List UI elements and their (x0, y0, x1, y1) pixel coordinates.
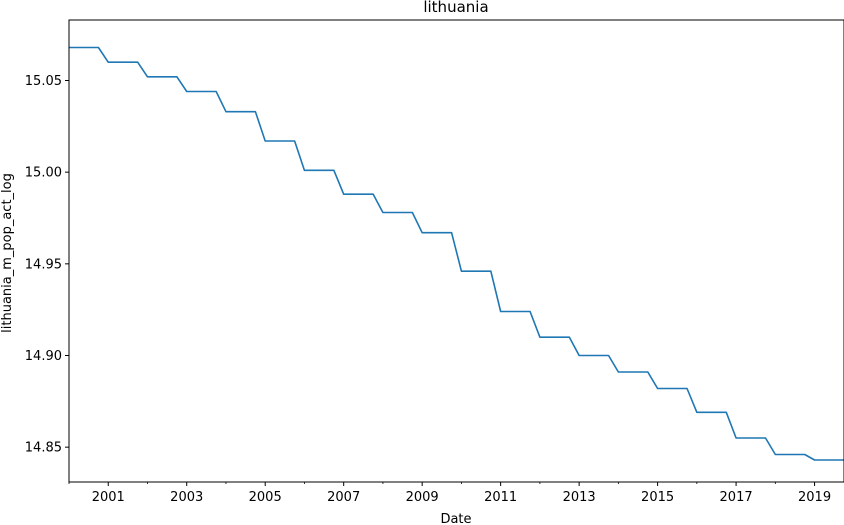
x-tick-label: 2005 (249, 490, 282, 505)
x-tick-label: 2013 (563, 490, 596, 505)
plot-area (69, 46, 844, 461)
y-tick-label: 15.05 (25, 74, 62, 89)
x-tick-label: 2001 (92, 490, 125, 505)
x-tick-label: 2003 (170, 490, 203, 505)
x-tick-label: 2011 (484, 490, 517, 505)
x-axis-label: Date (440, 512, 471, 525)
x-tick-label: 2009 (406, 490, 439, 505)
x-tick-label: 2019 (798, 490, 831, 505)
chart-title: lithuania (423, 0, 488, 16)
x-axis: 2001 2003 2005 2007 2009 2011 2013 2015 2017 2019 (68, 482, 831, 505)
y-tick-label: 15.00 (25, 166, 62, 181)
plot-frame (68, 19, 844, 483)
x-tick-label: 2007 (327, 490, 360, 505)
y-axis: 14.85 14.90 14.95 15.00 15.05 (25, 74, 69, 456)
x-tick-label: 2015 (641, 490, 674, 505)
y-axis-label: lithuania_m_pop_act_log (0, 173, 15, 333)
x-tick-label: 2017 (720, 490, 753, 505)
y-tick-label: 14.95 (25, 257, 62, 272)
y-tick-label: 14.85 (25, 441, 62, 456)
y-tick-label: 14.90 (25, 349, 62, 364)
series-line (69, 46, 844, 461)
